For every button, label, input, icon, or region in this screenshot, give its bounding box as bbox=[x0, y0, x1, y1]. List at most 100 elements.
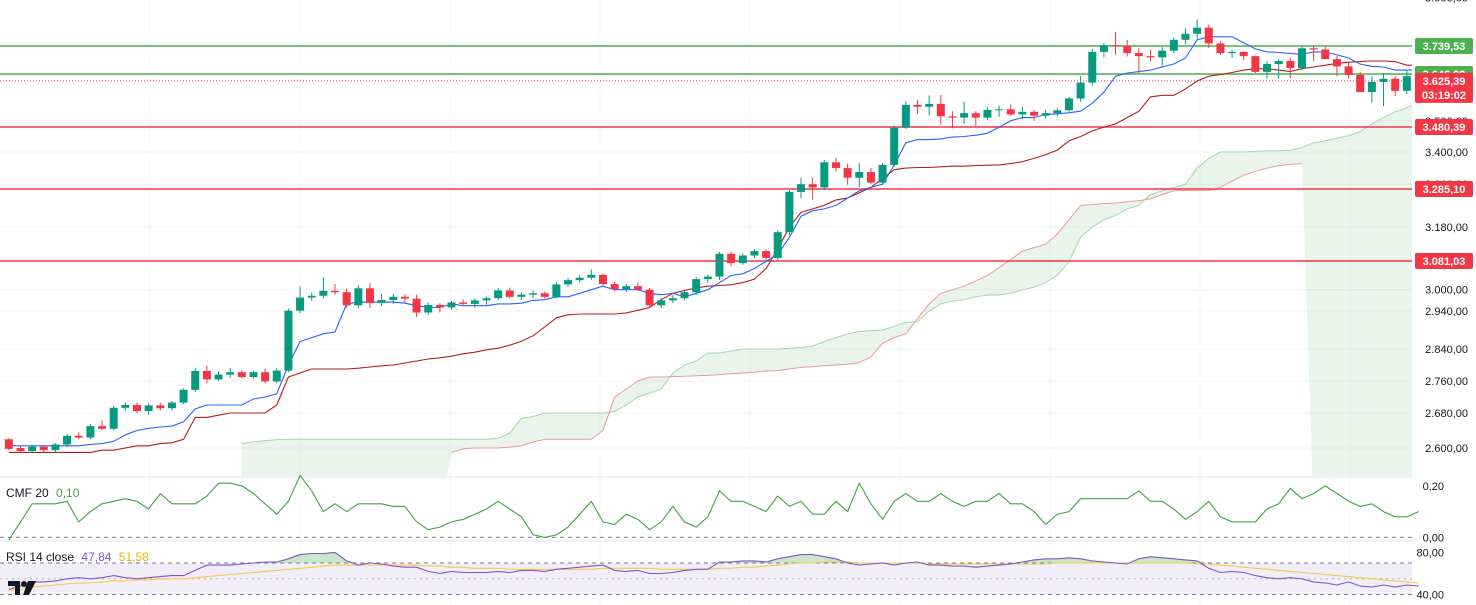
candle-body bbox=[307, 295, 316, 298]
tradingview-logo-icon[interactable] bbox=[6, 577, 40, 599]
candle-body bbox=[109, 407, 118, 429]
candle bbox=[1332, 56, 1341, 77]
candle-body bbox=[1088, 51, 1097, 83]
level-badge-label: 3.480,39 bbox=[1423, 122, 1466, 134]
candle-body bbox=[377, 300, 386, 303]
candle-body bbox=[1402, 76, 1411, 91]
candle-body bbox=[16, 448, 25, 452]
candle bbox=[960, 101, 969, 124]
price-tick-label: 3.400,00 bbox=[1425, 147, 1468, 159]
candle-body bbox=[447, 302, 456, 308]
candle-body bbox=[459, 302, 468, 304]
candle bbox=[785, 190, 794, 235]
candle bbox=[319, 277, 328, 299]
candle-body bbox=[1181, 33, 1190, 40]
candle bbox=[1309, 45, 1318, 61]
candle bbox=[342, 288, 351, 309]
price-tick-label: 3.000,00 bbox=[1425, 285, 1468, 297]
candle-body bbox=[960, 113, 969, 118]
level-badge-label: 3.285,10 bbox=[1423, 184, 1466, 196]
candle-body bbox=[948, 116, 957, 118]
candle-body bbox=[156, 405, 165, 409]
candle bbox=[284, 308, 293, 373]
candle bbox=[307, 292, 316, 301]
cmf-legend[interactable]: CMF 20 0,10 bbox=[6, 486, 79, 500]
candle-body bbox=[843, 168, 852, 178]
price-tick-label: 2.600,00 bbox=[1425, 443, 1468, 455]
price-tick-label: 2.760,00 bbox=[1425, 376, 1468, 388]
candle bbox=[878, 162, 887, 185]
candle-body bbox=[890, 127, 899, 165]
candle-body bbox=[633, 286, 642, 290]
candle bbox=[1391, 76, 1400, 96]
candle bbox=[261, 368, 270, 384]
candle bbox=[63, 434, 72, 448]
candle-body bbox=[645, 289, 654, 306]
candle bbox=[354, 285, 363, 309]
candle bbox=[564, 278, 573, 287]
candle bbox=[1263, 60, 1272, 79]
candle bbox=[1134, 48, 1143, 74]
candle bbox=[1239, 51, 1248, 61]
level-badge-background bbox=[1415, 119, 1473, 135]
candle-body bbox=[272, 370, 281, 382]
candle-body bbox=[1239, 51, 1248, 57]
candle-body bbox=[28, 446, 37, 452]
price-tick-label: 3.900,00 bbox=[1425, 0, 1468, 4]
candle-body bbox=[680, 292, 689, 299]
level-badge-label: 3.739,53 bbox=[1423, 41, 1466, 53]
candle-body bbox=[319, 290, 328, 296]
candle-body bbox=[1332, 59, 1341, 67]
candle-body bbox=[820, 162, 829, 188]
candle-body bbox=[622, 286, 631, 290]
candle bbox=[28, 444, 37, 454]
candle bbox=[331, 284, 340, 295]
candle bbox=[1379, 73, 1388, 107]
candle-body bbox=[785, 191, 794, 233]
candle-body bbox=[657, 300, 666, 306]
candle bbox=[51, 443, 60, 453]
candle-body bbox=[901, 104, 910, 128]
senkou-span-b-line bbox=[451, 163, 1303, 453]
cmf-pane[interactable]: 0,20 0,00 bbox=[0, 474, 1444, 544]
candle-body bbox=[995, 109, 1004, 111]
candle-body bbox=[703, 276, 712, 280]
candle bbox=[773, 230, 782, 260]
candle-body bbox=[552, 284, 561, 297]
candle bbox=[552, 282, 561, 299]
candle bbox=[470, 298, 479, 308]
candle-body bbox=[249, 372, 258, 377]
candle bbox=[925, 95, 934, 116]
candle bbox=[1006, 104, 1015, 116]
rsi-value: 47,84 bbox=[81, 550, 112, 564]
candle bbox=[1041, 109, 1050, 119]
candle-body bbox=[1309, 48, 1318, 50]
horizontal-levels[interactable] bbox=[0, 45, 1412, 262]
candle bbox=[167, 401, 176, 411]
candle-body bbox=[1251, 56, 1260, 72]
last-price-badge-background bbox=[1415, 72, 1473, 103]
price-badges: 3.739,533.646,993.480,393.285,103.081,03… bbox=[1415, 38, 1473, 269]
candle-body bbox=[936, 103, 945, 117]
candle-body bbox=[1111, 45, 1120, 47]
candle-body bbox=[750, 251, 759, 256]
candle bbox=[482, 296, 491, 305]
candle bbox=[1204, 24, 1213, 48]
rsi-legend[interactable]: RSI 14 close 47,84 51,58 bbox=[6, 550, 149, 564]
candle-body bbox=[214, 374, 223, 380]
candle-body bbox=[494, 290, 503, 299]
candle bbox=[610, 281, 619, 292]
countdown-label: 03:19:02 bbox=[1422, 90, 1466, 102]
candle-body bbox=[342, 292, 351, 306]
candle bbox=[1018, 106, 1027, 120]
rsi-pane[interactable]: 80,00 40,00 bbox=[0, 548, 1444, 602]
candle-body bbox=[63, 435, 72, 445]
candle-body bbox=[1356, 74, 1365, 93]
candle-body bbox=[575, 277, 584, 281]
candle bbox=[202, 365, 211, 384]
cmf-title: CMF 20 bbox=[6, 486, 49, 500]
candle-body bbox=[1344, 66, 1353, 75]
rsi-title: RSI 14 close bbox=[6, 550, 75, 564]
